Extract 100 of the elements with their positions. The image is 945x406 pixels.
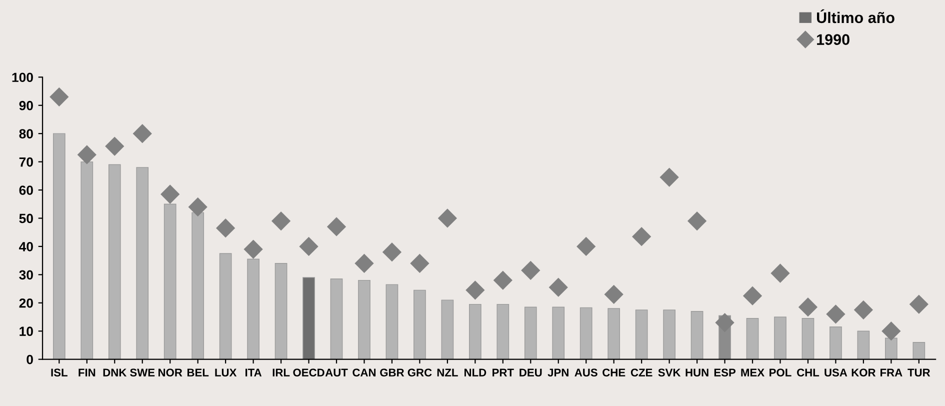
point <box>271 211 291 231</box>
x-tick-label: TUR <box>908 368 930 376</box>
point <box>576 236 596 256</box>
point <box>770 264 790 283</box>
x-tick-label: USA <box>824 368 848 376</box>
x-tick-label: HUN <box>686 368 708 376</box>
x-tick-label: JPN <box>548 368 568 376</box>
point <box>382 242 402 262</box>
bar <box>468 304 482 360</box>
bar <box>136 167 149 360</box>
bar <box>608 308 620 360</box>
point <box>216 218 236 238</box>
bar <box>885 338 898 360</box>
y-tick-label: 70 <box>19 157 33 167</box>
bar <box>441 300 454 360</box>
x-tick-label: SWE <box>130 368 155 376</box>
point <box>660 168 679 187</box>
y-tick-label: 100 <box>12 72 33 82</box>
x-tick-label: BEL <box>187 368 209 376</box>
x-tick-label: DNK <box>103 368 127 376</box>
point <box>105 136 124 156</box>
bar <box>830 326 842 360</box>
x-tick-label: SVK <box>658 368 681 376</box>
point <box>521 260 540 280</box>
x-tick-label: IRL <box>272 368 290 376</box>
bar <box>635 310 648 360</box>
x-tick-label: GRC <box>408 368 432 376</box>
bar <box>496 304 510 360</box>
x-tick-label: CHL <box>797 368 820 376</box>
bar <box>330 278 343 360</box>
bar <box>164 204 176 360</box>
point <box>798 298 818 317</box>
x-tick-label: ESP <box>714 368 736 376</box>
y-tick-label: 60 <box>19 186 33 195</box>
x-tick-label: NOR <box>158 368 182 376</box>
point <box>50 87 69 106</box>
y-tick-label: 0 <box>26 354 33 364</box>
bar <box>552 306 565 360</box>
point <box>438 208 458 228</box>
point <box>909 294 928 314</box>
point <box>854 300 874 320</box>
point <box>160 184 180 204</box>
point <box>826 304 846 324</box>
y-tick-label: 40 <box>19 242 33 252</box>
bar <box>358 280 370 360</box>
point <box>493 270 512 290</box>
bar <box>80 161 94 360</box>
bar <box>524 306 537 360</box>
bar <box>192 212 204 360</box>
x-tick-label: MEX <box>741 368 764 376</box>
bar <box>247 258 260 360</box>
point <box>548 278 568 297</box>
x-tick-label: OECD <box>293 368 324 376</box>
x-tick-label: FRA <box>880 368 902 376</box>
x-tick-label: CZE <box>630 368 652 376</box>
bar <box>746 318 759 360</box>
point <box>604 284 624 304</box>
y-tick-label: 90 <box>19 100 33 110</box>
x-tick-label: CHE <box>602 368 626 376</box>
x-tick-label: POL <box>770 368 792 376</box>
point <box>687 211 707 231</box>
point <box>299 236 318 256</box>
bar <box>108 164 121 360</box>
point <box>77 145 96 164</box>
x-tick-label: PRT <box>492 368 514 376</box>
x-tick-label: NZL <box>437 368 458 376</box>
bar <box>663 310 676 360</box>
x-tick-label: NLD <box>464 368 486 376</box>
x-tick-label: LUX <box>215 368 237 376</box>
bar <box>580 307 592 360</box>
point <box>354 254 374 273</box>
bar <box>386 284 398 360</box>
point <box>244 240 263 259</box>
bar <box>857 330 870 360</box>
y-tick-label: 80 <box>19 129 33 138</box>
bar <box>774 316 786 360</box>
bar <box>690 310 704 360</box>
point <box>132 124 152 144</box>
bar <box>414 290 426 360</box>
y-tick-label: 50 <box>19 214 33 224</box>
bar <box>302 277 315 360</box>
bar <box>52 133 66 360</box>
point <box>882 322 901 341</box>
legend-label: 1990 <box>817 34 850 45</box>
point <box>632 226 652 246</box>
x-tick-label: FIN <box>78 368 96 376</box>
bar <box>274 263 288 360</box>
x-tick-label: ITA <box>246 368 262 376</box>
point <box>326 217 346 236</box>
x-tick-label: AUT <box>325 368 348 376</box>
legend-label: Último año <box>816 9 894 24</box>
x-tick-label: DEU <box>520 368 542 376</box>
y-tick-label: 30 <box>19 270 33 280</box>
x-tick-label: AUS <box>574 368 598 376</box>
x-tick-label: GBR <box>380 368 404 376</box>
point <box>742 286 762 306</box>
y-tick-label: 20 <box>19 298 33 308</box>
x-tick-label: KOR <box>852 368 876 376</box>
point <box>410 254 430 273</box>
bar <box>219 253 232 360</box>
